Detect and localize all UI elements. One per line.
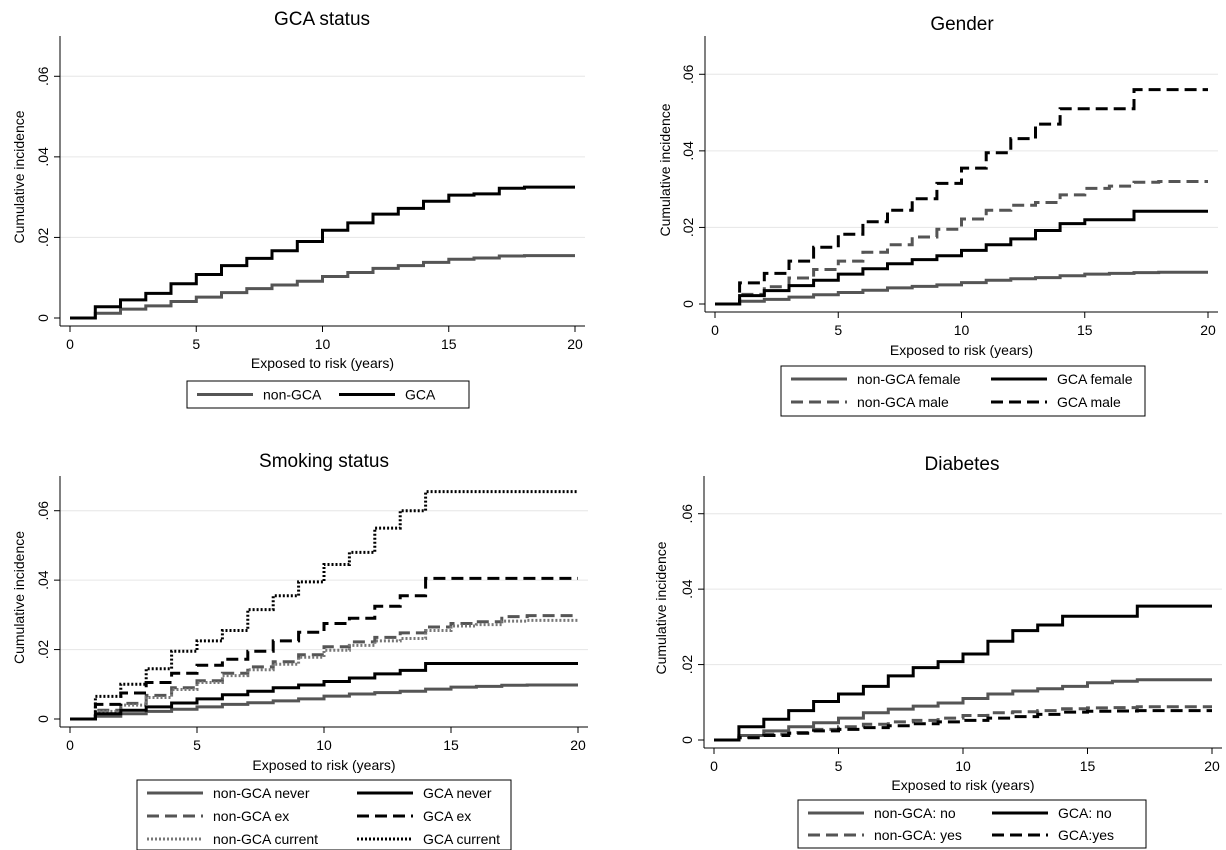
x-tick-label: 15 [443,737,459,753]
x-axis-title: Exposed to risk (years) [252,757,395,773]
y-axis-title: Cumulative incidence [653,541,669,674]
x-tick-label: 5 [835,758,843,774]
y-tick-label: .06 [680,64,696,84]
legend-box [797,799,1147,849]
y-tick-label: .02 [679,655,695,675]
chart-title: Diabetes [925,454,1000,475]
series-line-non-gca [70,254,575,320]
series-line-non-gca-ex [70,614,578,721]
x-tick-label: 10 [316,737,332,753]
legend-label: non-GCA [263,387,322,403]
series-line-gca-no [714,604,1212,742]
legend-label: GCA current [423,831,500,847]
y-tick-label: .04 [680,141,696,161]
legend-label: non-GCA ex [213,808,289,824]
x-tick-label: 0 [66,336,74,352]
chart-panel-3: Smoking status 0 .02 .04 .06 0 5 10 15 20 Exposed … [11,451,588,850]
chart-title: Gender [930,14,994,35]
x-tick-label: 5 [834,322,842,338]
legend-label: GCA ex [423,808,471,824]
chart-title: GCA status [274,9,370,30]
x-tick-label: 20 [567,336,583,352]
x-tick-label: 5 [193,737,201,753]
y-axis-title: Cumulative incidence [11,110,27,243]
series-line-gca-yes [714,709,1212,742]
series-line-gca-never [70,662,578,721]
x-tick-label: 20 [1204,758,1220,774]
x-axis-title: Exposed to risk (years) [251,355,394,371]
series-line-gca-male [715,88,1208,306]
y-tick-label: .06 [679,504,695,524]
x-axis-title: Exposed to risk (years) [891,777,1034,793]
x-tick-label: 10 [315,336,331,352]
legend-box [780,365,1146,417]
legend-label: GCA [405,387,436,403]
series-line-non-gca-male [715,180,1208,306]
x-tick-label: 15 [1080,758,1096,774]
x-axis-title: Exposed to risk (years) [890,342,1033,358]
y-tick-label: .02 [680,217,696,237]
series-line-non-gca-never [70,683,578,721]
series-line-non-gca-current [70,618,578,721]
x-tick-label: 10 [955,758,971,774]
y-tick-label: .02 [35,227,51,247]
series-line-gca-female [715,209,1208,306]
legend-label: GCA female [1057,371,1133,387]
y-tick-label: .04 [679,579,695,599]
series-line-non-gca-yes [714,705,1212,742]
x-tick-label: 0 [711,322,719,338]
chart-panel-1: GCA status 0 .02 .04 .06 0 5 10 15 20 Exposed to r… [11,9,585,409]
series-line-non-gca-female [715,270,1208,306]
x-tick-label: 0 [66,737,74,753]
y-tick-label: .04 [35,147,51,167]
x-tick-label: 15 [1077,322,1093,338]
x-tick-label: 10 [954,322,970,338]
legend: non-GCA never non-GCA ex non-GCA current GC… [136,779,512,850]
legend-label: GCA: no [1058,805,1112,821]
legend: non-GCA female non-GCA male GCA female GCA … [780,365,1146,417]
y-tick-label: 0 [35,314,51,322]
y-tick-label: .06 [35,66,51,86]
y-tick-label: 0 [35,715,51,723]
y-tick-label: .06 [35,501,51,521]
legend-label: GCA never [423,785,492,801]
legend-label: GCA male [1057,394,1121,410]
legend-label: non-GCA: no [874,805,956,821]
x-tick-label: 20 [1200,322,1216,338]
legend-label: non-GCA female [857,371,961,387]
chart-panel-2: Gender 0 .02 .04 .06 0 5 10 15 20 Exposed to risk … [657,14,1218,417]
series-line-non-gca-no [714,678,1212,742]
y-tick-label: .04 [35,570,51,590]
y-axis-title: Cumulative incidence [11,531,27,664]
y-axis-title: Cumulative incidence [657,103,673,236]
x-tick-label: 20 [570,737,586,753]
legend: non-GCA: no non-GCA: yes GCA: no GCA:yes [797,799,1147,849]
legend-label: non-GCA never [213,785,310,801]
series-line-gca-current [70,490,578,721]
legend-label: GCA:yes [1058,827,1114,843]
legend-label: non-GCA: yes [874,827,962,843]
series-line-gca-ex [70,576,578,721]
legend-label: non-GCA current [213,831,318,847]
y-tick-label: .02 [35,640,51,660]
x-tick-label: 5 [192,336,200,352]
legend-label: non-GCA male [857,394,949,410]
chart-panel-4: Diabetes 0 .02 .04 .06 0 5 10 15 20 Exposed to ris… [653,454,1222,849]
y-tick-label: 0 [680,300,696,308]
y-tick-label: 0 [679,736,695,744]
x-tick-label: 0 [710,758,718,774]
chart-title: Smoking status [259,451,389,472]
legend: non-GCA GCA [186,380,470,409]
x-tick-label: 15 [441,336,457,352]
series-line-gca [70,185,575,320]
